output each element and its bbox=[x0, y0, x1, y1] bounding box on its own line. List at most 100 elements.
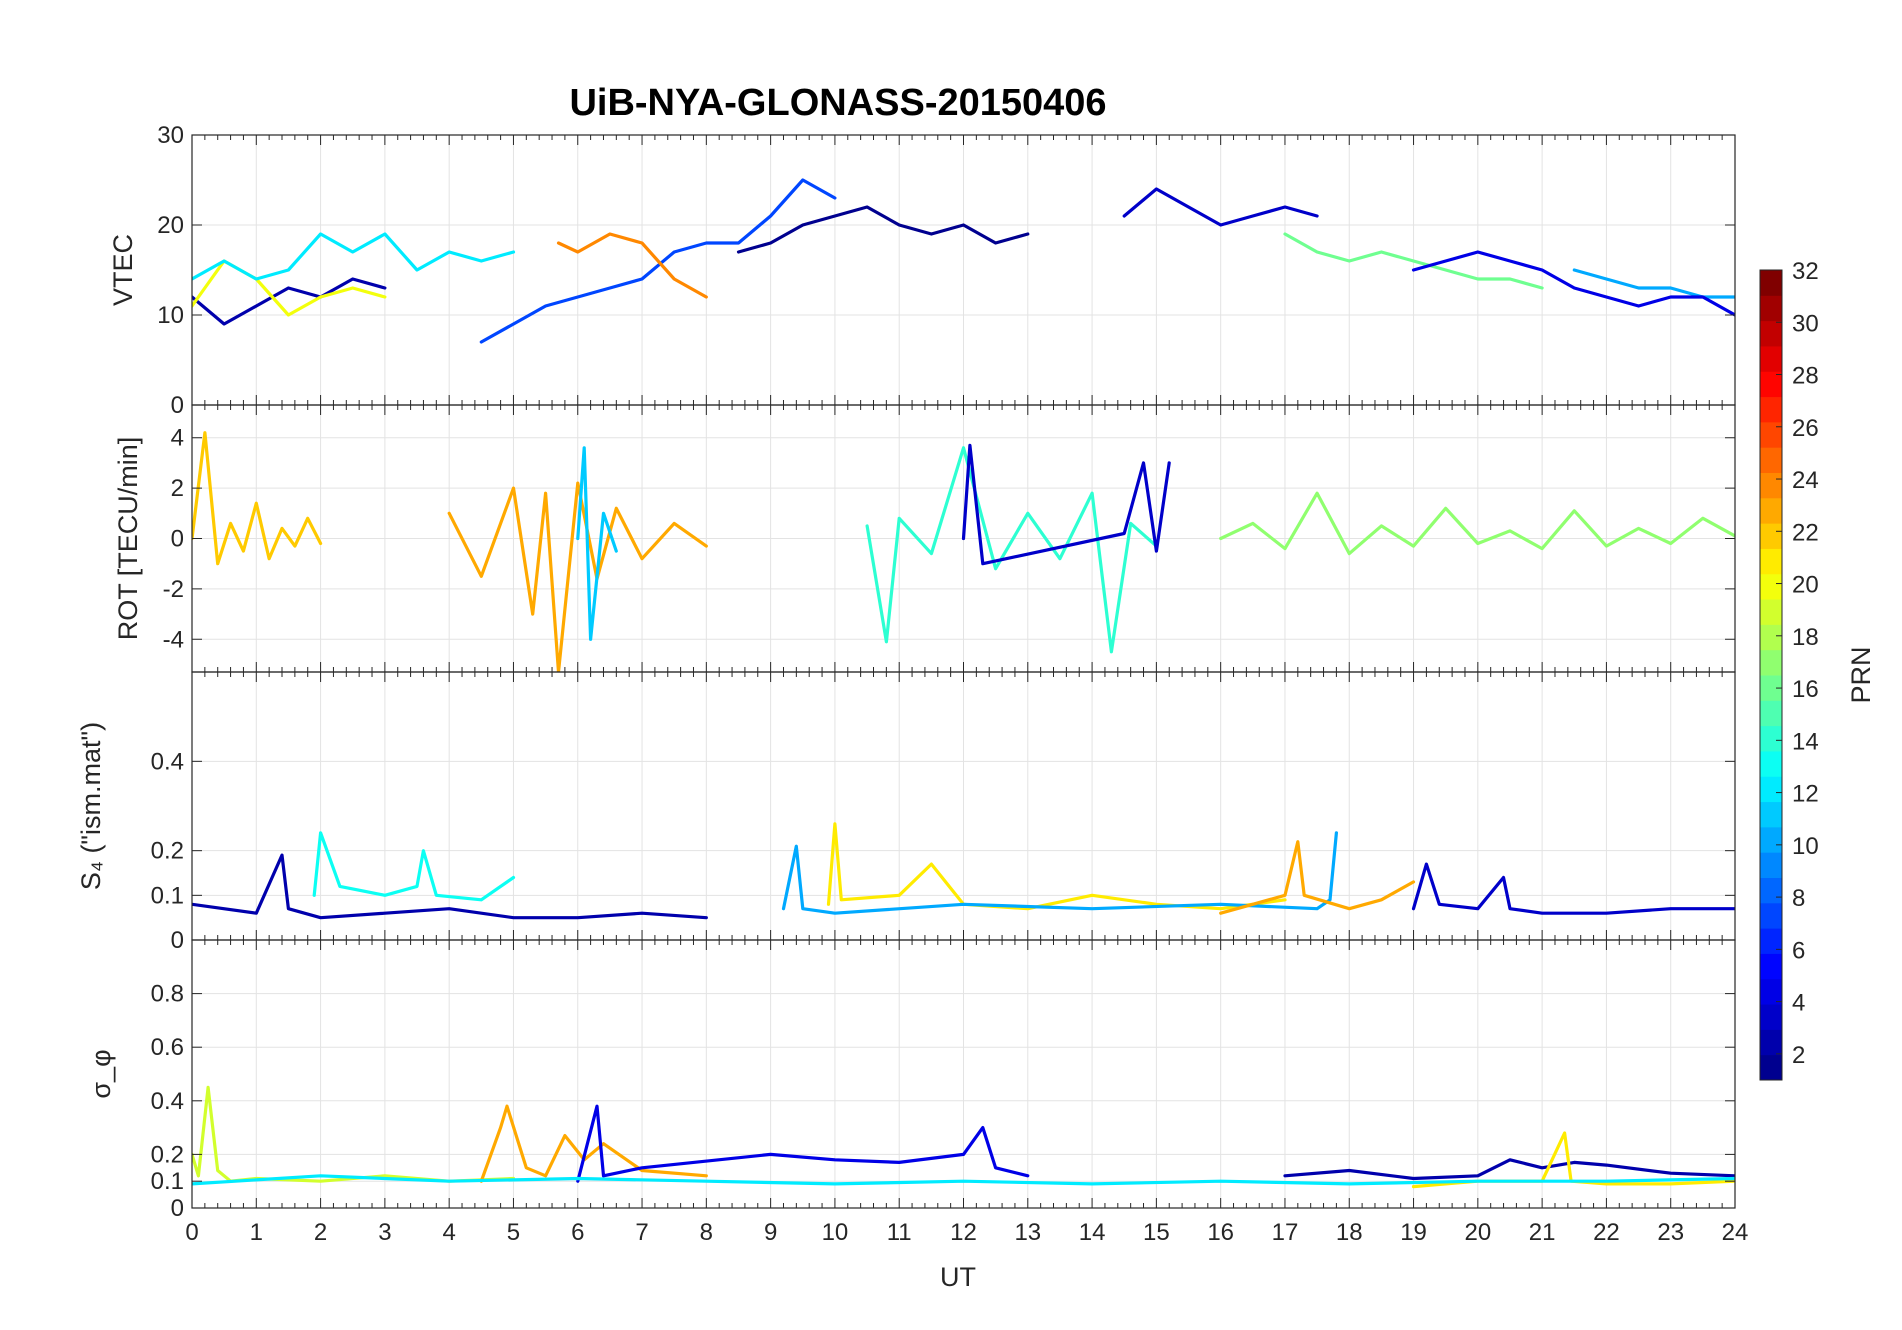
y-tick-label: 20 bbox=[157, 212, 184, 239]
colorbar-band bbox=[1760, 345, 1782, 372]
x-tick-label: 8 bbox=[700, 1219, 713, 1246]
colorbar-band bbox=[1760, 776, 1782, 803]
y-tick-label: 0.1 bbox=[151, 1168, 184, 1195]
colorbar-band bbox=[1760, 371, 1782, 398]
colorbar-band bbox=[1760, 826, 1782, 853]
y-tick-label: 0.6 bbox=[151, 1034, 184, 1061]
x-tick-label: 17 bbox=[1272, 1219, 1299, 1246]
colorbar-band bbox=[1760, 396, 1782, 423]
x-tick-label: 21 bbox=[1529, 1219, 1556, 1246]
panel-s4: 0 0.1 0.2 0.4 S₄ ("ism.mat") bbox=[76, 671, 1736, 954]
colorbar-band bbox=[1760, 295, 1782, 322]
colorbar-band bbox=[1760, 447, 1782, 473]
colorbar-band bbox=[1760, 599, 1782, 625]
colorbar-tick-label: 18 bbox=[1792, 624, 1819, 651]
series-prn-23 bbox=[1219, 840, 1416, 915]
y-tick-label: 0.1 bbox=[151, 882, 184, 909]
x-tick-label: 11 bbox=[887, 1219, 912, 1246]
colorbar-tick-label: 2 bbox=[1792, 1042, 1805, 1069]
series-prn-10 bbox=[781, 831, 1338, 915]
y-tick-label: 0 bbox=[171, 1195, 184, 1222]
colorbar-band bbox=[1760, 548, 1782, 575]
series-prn-7 bbox=[479, 178, 837, 344]
colorbar-tick-label: 30 bbox=[1792, 310, 1819, 337]
x-tick-label: 0 bbox=[185, 1219, 198, 1246]
series-group bbox=[192, 178, 1735, 344]
x-axis-label: UT bbox=[940, 1262, 976, 1292]
y-axis-label: S₄ ("ism.mat") bbox=[76, 722, 106, 890]
colorbar-band bbox=[1760, 1029, 1782, 1056]
x-tick-label: 23 bbox=[1657, 1219, 1684, 1246]
colorbar-tick-label: 10 bbox=[1792, 833, 1819, 860]
y-tick-label: 10 bbox=[157, 302, 184, 329]
colorbar-tick-label: 12 bbox=[1792, 781, 1819, 808]
colorbar-band bbox=[1760, 472, 1782, 499]
y-tick-label: 0.4 bbox=[151, 1088, 184, 1115]
colorbar-tick-label: 24 bbox=[1792, 467, 1819, 494]
x-tick-label: 4 bbox=[442, 1219, 455, 1246]
panel-rot: -4 -2 0 2 4 ROT [TECU/min] bbox=[113, 404, 1736, 673]
y-tick-label: 0.4 bbox=[151, 748, 184, 775]
colorbar-band bbox=[1760, 902, 1782, 929]
grid bbox=[191, 940, 1736, 1209]
colorbar-band bbox=[1760, 649, 1782, 676]
x-tick-label: 22 bbox=[1593, 1219, 1620, 1246]
series-group bbox=[192, 1085, 1735, 1189]
colorbar-band bbox=[1760, 573, 1782, 600]
series-prn-4 bbox=[576, 1104, 1030, 1183]
series-prn-12 bbox=[192, 1174, 1735, 1186]
colorbar-tick-label: 22 bbox=[1792, 519, 1819, 546]
x-tick-label: 2 bbox=[314, 1219, 327, 1246]
series-prn-3 bbox=[961, 443, 1171, 566]
colorbar-band bbox=[1760, 801, 1782, 828]
colorbar-band bbox=[1760, 953, 1782, 980]
series-prn-17 bbox=[1219, 491, 1735, 556]
colorbar-tick-label: 16 bbox=[1792, 676, 1819, 703]
y-tick-label: 0.2 bbox=[151, 838, 184, 865]
series-group bbox=[192, 431, 1735, 672]
x-tick-label: 19 bbox=[1400, 1219, 1427, 1246]
colorbar-band bbox=[1760, 523, 1782, 549]
x-tick-label: 10 bbox=[822, 1219, 849, 1246]
x-tick-label: 9 bbox=[764, 1219, 777, 1246]
colorbar-band bbox=[1760, 1054, 1782, 1081]
colorbar-band bbox=[1760, 497, 1782, 524]
grid bbox=[191, 672, 1736, 941]
grid bbox=[191, 405, 1736, 672]
colorbar-band bbox=[1760, 421, 1782, 448]
x-tick-label: 7 bbox=[635, 1219, 648, 1246]
colorbar-band bbox=[1760, 270, 1782, 296]
colorbar-band bbox=[1760, 320, 1782, 347]
colorbar-band bbox=[1760, 928, 1782, 954]
series-group bbox=[192, 822, 1735, 920]
x-tick-label: 6 bbox=[571, 1219, 584, 1246]
grid bbox=[191, 134, 1736, 406]
y-tick-label: 0.8 bbox=[151, 981, 184, 1008]
series-prn-10 bbox=[1572, 268, 1735, 299]
x-tick-label: 14 bbox=[1079, 1219, 1106, 1246]
series-prn-19 bbox=[192, 1085, 516, 1183]
colorbar-tick-label: 8 bbox=[1792, 885, 1805, 912]
colorbar-tick-label: 32 bbox=[1792, 258, 1819, 285]
series-prn-4 bbox=[1411, 250, 1735, 317]
x-tick-label: 12 bbox=[950, 1219, 977, 1246]
colorbar-tick-label: 14 bbox=[1792, 728, 1819, 755]
y-tick-label: 2 bbox=[171, 475, 184, 502]
colorbar-tick-label: 20 bbox=[1792, 572, 1819, 599]
series-prn-24 bbox=[556, 232, 708, 299]
colorbar-band bbox=[1760, 700, 1782, 727]
x-tick-label: 20 bbox=[1464, 1219, 1491, 1246]
colorbar-frame bbox=[1759, 269, 1783, 1081]
colorbar-band bbox=[1760, 877, 1782, 904]
series-prn-2 bbox=[1283, 1158, 1735, 1181]
colorbar-band bbox=[1760, 852, 1782, 878]
colorbar-band bbox=[1760, 675, 1782, 701]
colorbar-label: PRN bbox=[1846, 646, 1876, 703]
series-prn-1 bbox=[736, 205, 1030, 254]
series-prn-3 bbox=[1122, 187, 1319, 227]
series-prn-3 bbox=[1411, 862, 1735, 915]
x-tick-label: 5 bbox=[507, 1219, 520, 1246]
colorbar-band bbox=[1760, 978, 1782, 1005]
